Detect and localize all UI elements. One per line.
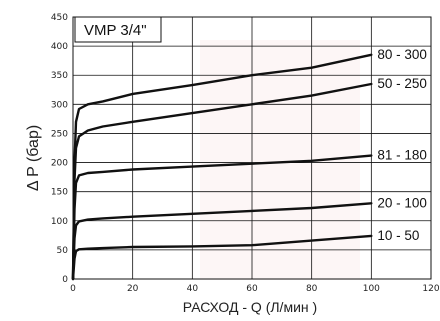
title-box bbox=[74, 16, 162, 43]
series-line-50-250 bbox=[71, 82, 373, 281]
y-tick-label: 200 bbox=[51, 159, 68, 169]
y-tick-label: 250 bbox=[51, 129, 68, 139]
y-tick-label: 350 bbox=[51, 71, 68, 81]
x-tick-label: 0 bbox=[70, 284, 76, 294]
chart-title: VMP 3/4" bbox=[84, 22, 147, 39]
x-tick-label: 100 bbox=[363, 284, 380, 294]
x-tick-label: 40 bbox=[187, 284, 199, 294]
series-line-80-300 bbox=[71, 53, 373, 281]
tick-labels: 0 50 100 150 200 250 300 350 400 450 0 20 40 60 80 100 1… bbox=[51, 13, 440, 294]
y-tick-label: 0 bbox=[62, 275, 68, 285]
series-label: 80 - 300 bbox=[377, 47, 427, 62]
x-tick-label: 60 bbox=[246, 284, 258, 294]
y-tick-label: 100 bbox=[51, 217, 68, 227]
series-label: 20 - 100 bbox=[377, 195, 427, 210]
y-axis-title: Δ P (бар) bbox=[25, 125, 42, 191]
series-line-81-180 bbox=[71, 154, 373, 281]
series-label: 50 - 250 bbox=[377, 76, 427, 91]
series-line-10-50 bbox=[71, 234, 373, 281]
series-labels: 80 - 300 50 - 250 81 - 180 20 - 100 10 - 50 bbox=[377, 47, 427, 243]
x-axis-title: РАСХОД - Q (Л/мин ) bbox=[183, 299, 317, 315]
y-tick-label: 50 bbox=[57, 246, 69, 256]
series-label: 81 - 180 bbox=[377, 148, 427, 163]
y-tick-label: 300 bbox=[51, 100, 68, 110]
x-tick-label: 20 bbox=[127, 284, 139, 294]
x-tick-label: 120 bbox=[422, 284, 439, 294]
series-line-20-100 bbox=[71, 202, 373, 281]
x-tick-label: 80 bbox=[306, 284, 318, 294]
series-label: 10 - 50 bbox=[377, 228, 419, 243]
y-tick-label: 400 bbox=[51, 42, 68, 52]
series-curves bbox=[71, 53, 373, 281]
y-tick-label: 150 bbox=[51, 188, 68, 198]
plot-frame bbox=[72, 16, 432, 280]
y-tick-label: 450 bbox=[51, 13, 68, 23]
